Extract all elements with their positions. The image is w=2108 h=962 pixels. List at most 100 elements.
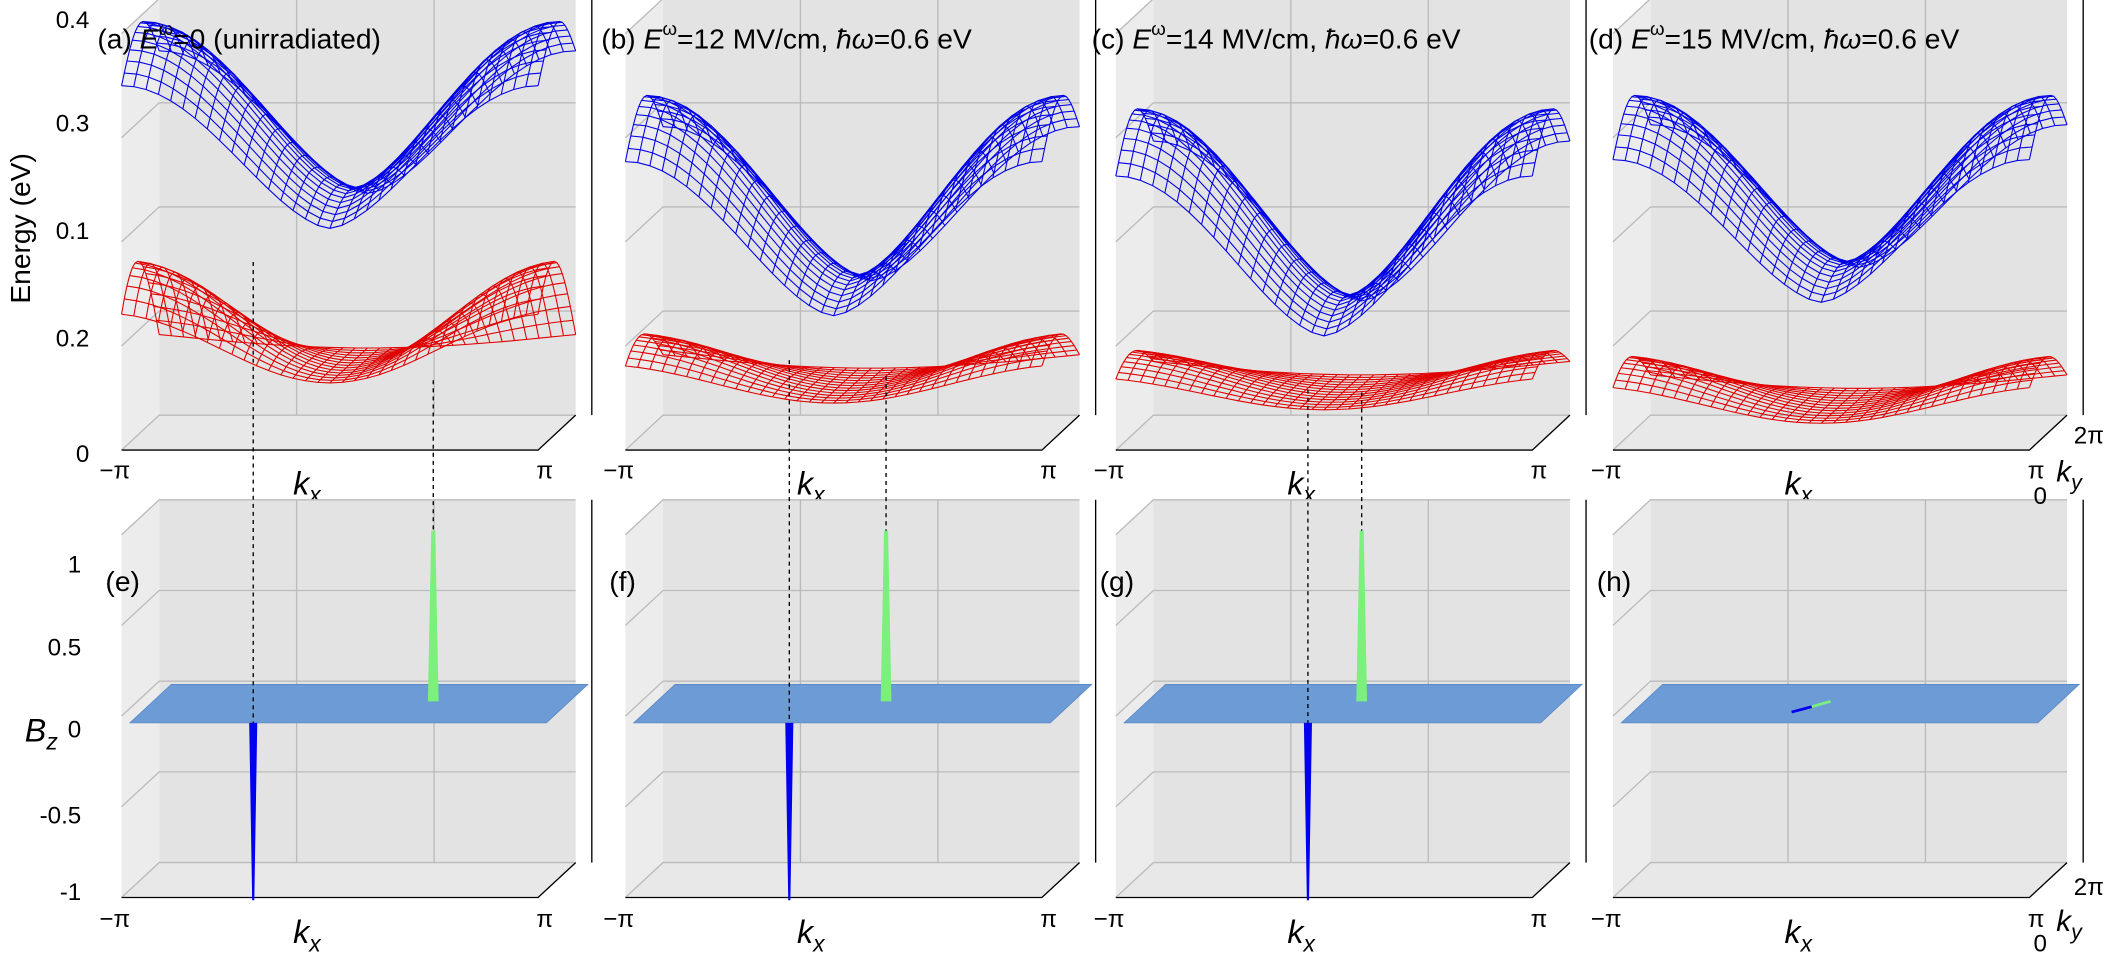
surface-mesh [1673,368,1713,399]
x-tick-label: π [2028,906,2045,933]
text-part: E [1132,22,1152,54]
y-axis-label: Bz [25,713,59,755]
surface-mesh [1531,349,1571,380]
surface-mesh [439,311,479,349]
surface-mesh [1650,124,2068,268]
bz-surface [632,684,1093,724]
surface-mesh [1213,180,1252,238]
surface-mesh [1943,376,1982,404]
x-tick-label: −π [1094,457,1125,484]
grid-line [1612,680,2068,717]
surface-mesh [1421,370,1460,399]
surface-mesh [194,59,234,119]
surface-mesh [759,210,799,261]
surface-mesh [673,343,713,375]
surface-mesh [1458,363,1497,392]
positive-spike [427,530,439,702]
surface-mesh [488,277,528,340]
x-tick-label: π [536,906,553,933]
grid-line [1115,589,1570,626]
surface-mesh [722,164,762,221]
surface-mesh [500,30,540,95]
grid-line [624,589,1080,626]
surface-mesh [747,195,787,248]
surface-mesh [121,313,539,384]
text-part: =0.6 eV [874,22,972,54]
surface-mesh [1311,290,1350,333]
surface-mesh [304,176,344,220]
surface-mesh [1115,108,1154,177]
surface-mesh [1636,359,1676,392]
surface-mesh [1759,215,1798,264]
surface-mesh [845,367,884,404]
surface-mesh [255,337,295,366]
panel-title: (c) Eω=14 MV/cm, ħω=0.6 eV [1092,18,1461,54]
surface-mesh [833,274,872,316]
surface-mesh [439,85,479,141]
axis-line [625,414,1080,451]
surface-mesh [182,285,221,341]
surface-mesh [1783,240,1823,285]
axis-line [625,862,1080,899]
surface-mesh [992,114,1031,179]
surface-mesh [182,48,221,109]
surface-mesh [1649,104,1688,169]
x-tick-label: π [1531,906,1548,933]
negative-spike [785,722,794,901]
surface-mesh [2028,356,2068,388]
surface-mesh [1930,159,1970,215]
x-tick-label: −π [99,906,130,933]
axis-line [1115,414,1571,451]
surface-mesh [133,21,172,87]
y-tick-label: 0.5 [48,635,82,662]
surface-mesh [366,346,405,379]
y-tick-label: 0.4 [56,7,90,34]
surface-mesh [747,364,786,393]
y-tick-label: 0 [68,717,81,744]
panel-title: (d) Eω=15 MV/cm, ħω=0.6 eV [1589,18,1960,54]
surface-mesh [735,179,774,234]
surface-mesh [1531,108,1571,177]
surface-mesh [194,293,234,342]
surface-mesh [2028,94,2068,160]
surface-mesh [268,141,307,190]
text-part: x [308,930,322,956]
surface-mesh [1262,243,1301,293]
surface-mesh [857,367,897,403]
surface-mesh [1931,379,1970,407]
surface-mesh [243,113,283,166]
text-part: E [140,22,160,54]
surface-mesh [894,225,933,274]
text-part: =12 MV/cm, [677,22,836,54]
surface-mesh [1041,94,1081,162]
surface-mesh [317,183,356,226]
x-axis-label: kx [1785,914,1814,956]
surface-mesh [537,20,577,86]
surface-mesh [121,20,160,86]
text-part: k [797,465,815,501]
floor [1612,862,2068,898]
surface-mesh [341,347,381,383]
surface-mesh [1771,386,1811,420]
surface-mesh [1698,376,1737,404]
surface-mesh [1421,196,1461,251]
surface-mesh [931,179,970,234]
surface-mesh [145,25,185,90]
surface-mesh [1433,180,1473,238]
axis-line [121,414,577,451]
text-part: ħω [1824,22,1862,54]
surface-mesh [980,124,1019,187]
surface-mesh [1685,372,1725,402]
text-part: (d) [1589,22,1631,54]
text-part: z [45,729,58,755]
grid-line [624,102,1080,139]
y-tick-label: 0.2 [56,326,90,353]
surface-mesh [784,366,823,400]
surface-mesh [1201,366,1240,394]
surface-mesh [1494,119,1534,186]
surface-mesh [1820,261,1860,303]
surface-mesh [255,128,295,178]
surface-mesh [1624,95,1664,161]
surface-mesh [955,354,995,383]
surface-mesh [808,367,848,403]
